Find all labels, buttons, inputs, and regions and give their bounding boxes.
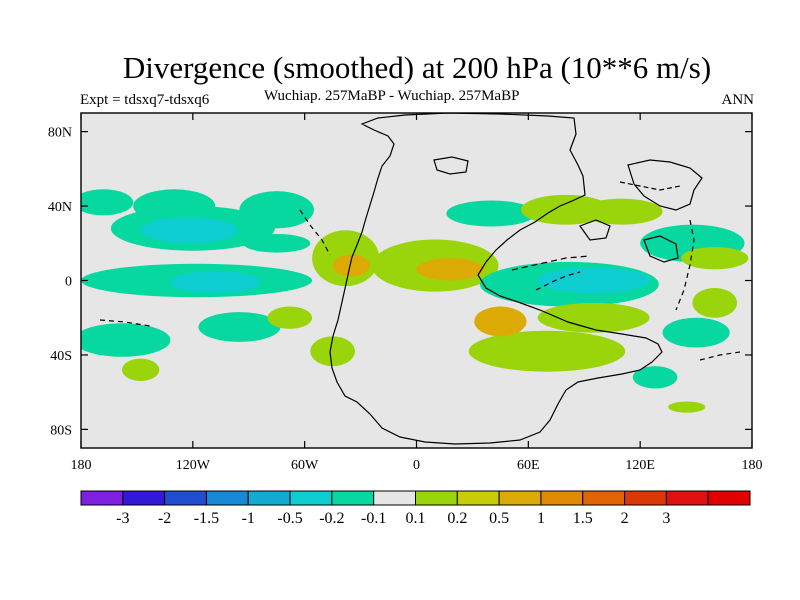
colorbar: -3 -2 -1.5 -1 -0.5 -0.2 -0.1 0.1 0.2 0.5 1 1.5 2 3	[80, 490, 751, 527]
x-tick-label-4: 60E	[517, 458, 540, 473]
colorbar-box-2	[164, 490, 207, 506]
china-block-south	[643, 235, 679, 263]
colorbar-box-7	[373, 490, 416, 506]
contour-fill-layer	[81, 189, 749, 413]
colorbar-label-4: -0.5	[277, 510, 302, 527]
colorbar-box-5	[289, 490, 333, 506]
colorbar-box-6	[331, 490, 375, 506]
eastern-arc-dash	[675, 219, 695, 311]
colorbar-label-10: 1	[537, 510, 545, 527]
contour-region-26	[474, 306, 527, 337]
contour-region-17	[446, 200, 536, 227]
western-arc-dash	[299, 209, 331, 256]
contour-region-29	[632, 366, 678, 389]
y-tick-label-2: 0	[65, 275, 72, 290]
expt-label: Expt = tdsxq7-tdsxq6	[80, 92, 210, 108]
contour-region-23	[681, 246, 749, 270]
pangaea-coastline	[329, 113, 663, 445]
x-tick-label-1: 120W	[176, 458, 211, 473]
colorbar-box-14	[665, 490, 709, 506]
colorbar-box-12	[582, 490, 626, 506]
contour-region-12	[332, 254, 370, 277]
coastline-layer	[99, 113, 741, 445]
contour-region-4	[140, 217, 238, 244]
season-label: ANN	[721, 92, 755, 108]
x-axis: 180 120W 60W 0 60E 120E 180	[71, 113, 763, 473]
contour-region-9	[198, 312, 281, 342]
colorbar-label-9: 0.5	[489, 510, 509, 527]
tethys-island	[579, 219, 611, 241]
colorbar-label-6: -0.1	[361, 510, 386, 527]
chart-title: Divergence (smoothed) at 200 hPa (10**6 …	[122, 50, 712, 85]
contour-region-7	[170, 271, 260, 294]
contour-region-28	[692, 287, 738, 318]
pacific-dash-2	[699, 351, 741, 361]
contour-region-16	[416, 258, 484, 281]
x-tick-label-6: 180	[742, 458, 763, 473]
y-tick-label-1: 40N	[48, 200, 72, 215]
north-island	[433, 156, 469, 175]
contour-region-27	[662, 317, 730, 348]
y-tick-label-0: 80N	[48, 126, 72, 141]
tethys-dash-1	[511, 255, 591, 271]
colorbar-label-12: 2	[621, 510, 629, 527]
contour-region-14	[122, 358, 160, 382]
colorbar-box-15	[707, 490, 751, 506]
colorbar-label-3: -1	[242, 510, 255, 527]
colorbar-box-4	[247, 490, 291, 506]
tethys-dash-2	[535, 271, 581, 291]
colorbar-box-9	[456, 490, 500, 506]
colorbar-box-3	[205, 490, 249, 506]
contour-region-21	[537, 267, 650, 294]
contour-region-30	[668, 401, 706, 413]
contour-region-0	[81, 189, 134, 216]
contour-region-10	[267, 306, 313, 329]
y-tick-label-4: 80S	[50, 423, 72, 438]
x-tick-label-5: 120E	[625, 458, 655, 473]
colorbar-label-0: -3	[116, 510, 129, 527]
colorbar-box-13	[624, 490, 667, 506]
colorbar-label-11: 1.5	[573, 510, 593, 527]
x-tick-label-2: 60W	[291, 458, 319, 473]
x-tick-label-0: 180	[71, 458, 92, 473]
indochina-dash	[619, 181, 681, 191]
colorbar-box-8	[415, 490, 458, 506]
colorbar-label-1: -2	[158, 510, 171, 527]
colorbar-label-8: 0.2	[447, 510, 467, 527]
colorbar-box-11	[540, 490, 584, 506]
china-block-north	[627, 159, 703, 211]
colorbar-box-10	[498, 490, 542, 506]
colorbar-label-2: -1.5	[194, 510, 219, 527]
colorbar-label-7: 0.1	[406, 510, 426, 527]
colorbar-box-1	[122, 490, 166, 506]
chart-subtitle: Wuchiap. 257MaBP - Wuchiap. 257MaBP	[264, 88, 520, 104]
contour-region-13	[310, 336, 355, 367]
colorbar-label-5: -0.2	[319, 510, 344, 527]
contour-region-25	[537, 302, 650, 333]
colorbar-label-13: 3	[662, 510, 670, 527]
contour-region-5	[243, 233, 311, 253]
colorbar-box-0	[80, 490, 124, 506]
contour-region-19	[580, 198, 663, 225]
contour-region-8	[81, 323, 171, 357]
contour-region-24	[468, 330, 626, 372]
y-axis: 80N 40N 0 40S 80S	[48, 126, 752, 438]
y-tick-label-3: 40S	[50, 349, 72, 364]
x-tick-label-3: 0	[413, 458, 420, 473]
